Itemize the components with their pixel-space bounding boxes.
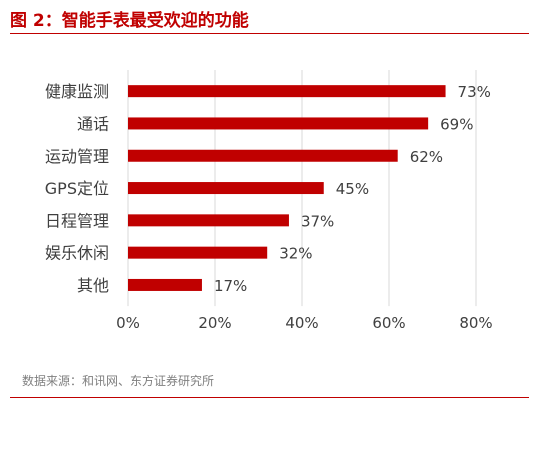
x-axis-tick-labels: 0% 20% 40% 60% 80%	[116, 314, 493, 332]
bar-6	[128, 278, 202, 291]
value-label-3: 45%	[336, 180, 369, 198]
x-tick-label-1: 20%	[198, 314, 231, 332]
category-label-4: 日程管理	[45, 211, 109, 230]
value-label-6: 17%	[214, 277, 247, 295]
category-label-2: 运动管理	[45, 147, 109, 166]
category-label-1: 通话	[77, 114, 109, 133]
bar-4	[128, 214, 289, 227]
x-tick-label-4: 80%	[459, 314, 492, 332]
value-label-0: 73%	[458, 83, 491, 101]
value-label-2: 62%	[410, 148, 443, 166]
bottom-divider	[10, 397, 529, 398]
category-label-3: GPS定位	[45, 179, 109, 198]
bar-1	[128, 117, 429, 130]
x-tick-label-2: 40%	[285, 314, 318, 332]
x-tick-label-0: 0%	[116, 314, 140, 332]
category-label-6: 其他	[77, 276, 109, 295]
value-label-1: 69%	[440, 115, 473, 133]
bar-chart: 健康监测通话运动管理 GPS定位日程管理娱乐休闲其他 73% 69% 62% 45% 37…	[0, 60, 549, 350]
figure-title: 图 2：智能手表最受欢迎的功能	[10, 11, 249, 31]
value-label-4: 37%	[301, 212, 334, 230]
source-note: 数据来源：和讯网、东方证券研究所	[22, 374, 215, 388]
value-label-5: 32%	[279, 245, 312, 263]
bar-5	[128, 246, 268, 259]
bar-3	[128, 182, 324, 195]
category-label-0: 健康监测	[45, 82, 109, 101]
bars	[128, 85, 446, 291]
bar-2	[128, 149, 398, 162]
bar-0	[128, 85, 446, 98]
title-divider	[10, 33, 529, 34]
value-labels: 73% 69% 62% 45%37% 32% 17%	[214, 83, 491, 295]
x-tick-label-3: 60%	[372, 314, 405, 332]
category-label-5: 娱乐休闲	[45, 244, 109, 263]
